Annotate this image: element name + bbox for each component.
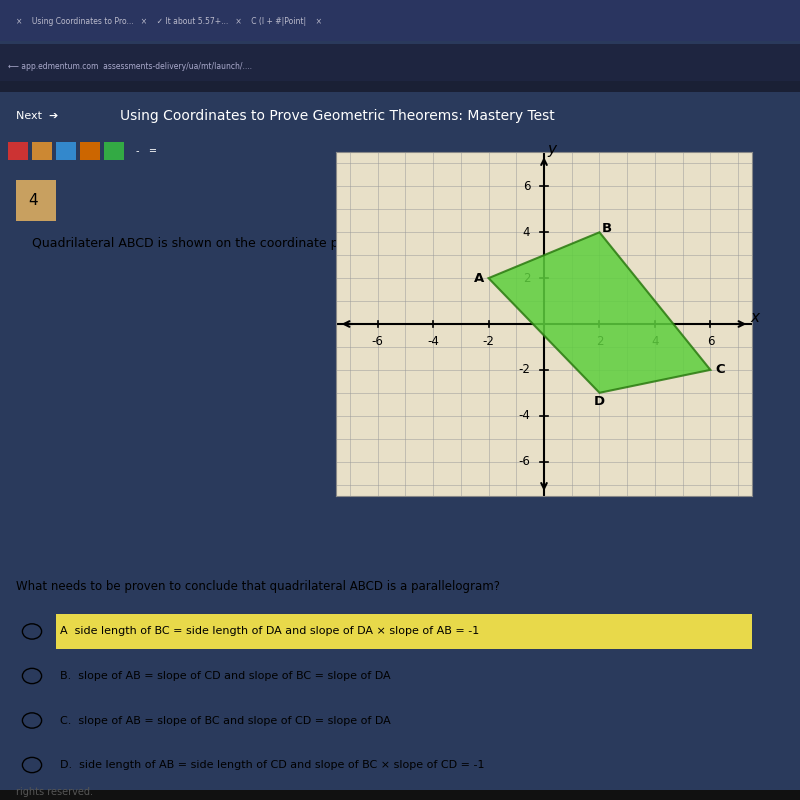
Bar: [32, 142, 52, 160]
Text: A: A: [474, 272, 484, 285]
Text: C.  slope of AB = slope of BC and slope of CD = slope of DA: C. slope of AB = slope of BC and slope o…: [60, 715, 390, 726]
Text: -4: -4: [518, 410, 530, 422]
Text: -6: -6: [518, 455, 530, 468]
Text: 6: 6: [522, 180, 530, 193]
Text: ⟵ app.edmentum.com  assessments-delivery/ua/mt/launch/....: ⟵ app.edmentum.com assessments-delivery/…: [8, 62, 252, 70]
Text: -   =: - =: [136, 146, 157, 156]
Text: Next  ➔: Next ➔: [16, 111, 58, 121]
Text: A  side length of BC = side length of DA and slope of DA × slope of AB = -1: A side length of BC = side length of DA …: [60, 626, 479, 637]
Bar: [0, 790, 800, 800]
Text: -6: -6: [372, 335, 383, 349]
Text: Using Coordinates to Prove Geometric Theorems: Mastery Test: Using Coordinates to Prove Geometric The…: [120, 109, 554, 123]
Text: 6: 6: [706, 335, 714, 349]
Text: ×    Using Coordinates to Pro...   ×    ✓ It about 5.57+...   ×    C (l + #|Poin: × Using Coordinates to Pro... × ✓ It abo…: [16, 17, 322, 26]
Bar: [56, 614, 752, 650]
Text: B.  slope of AB = slope of CD and slope of BC = slope of DA: B. slope of AB = slope of CD and slope o…: [60, 671, 390, 681]
Text: D: D: [594, 395, 605, 409]
Bar: [104, 142, 124, 160]
Text: 4: 4: [522, 226, 530, 238]
Text: B: B: [602, 222, 611, 235]
Text: rights reserved.: rights reserved.: [16, 787, 93, 797]
Polygon shape: [489, 232, 710, 393]
Bar: [56, 142, 76, 160]
Bar: [0, 81, 800, 92]
Text: x: x: [750, 310, 759, 325]
Bar: [16, 180, 56, 222]
Text: 4: 4: [28, 194, 38, 208]
Text: -4: -4: [427, 335, 439, 349]
Text: What needs to be proven to conclude that quadrilateral ABCD is a parallelogram?: What needs to be proven to conclude that…: [16, 581, 500, 594]
Text: y: y: [548, 142, 557, 158]
Text: 2: 2: [522, 272, 530, 285]
Text: D.  side length of AB = side length of CD and slope of BC × slope of CD = -1: D. side length of AB = side length of CD…: [60, 760, 485, 770]
Bar: [8, 142, 28, 160]
Text: 2: 2: [596, 335, 603, 349]
Text: -2: -2: [482, 335, 494, 349]
Text: 4: 4: [651, 335, 658, 349]
Text: C: C: [715, 363, 725, 376]
Bar: [80, 142, 100, 160]
Bar: [0, 44, 800, 92]
Bar: [0, 0, 800, 42]
Text: -2: -2: [518, 363, 530, 376]
Text: Quadrilateral ABCD is shown on the coordinate plane.: Quadrilateral ABCD is shown on the coord…: [32, 237, 370, 250]
